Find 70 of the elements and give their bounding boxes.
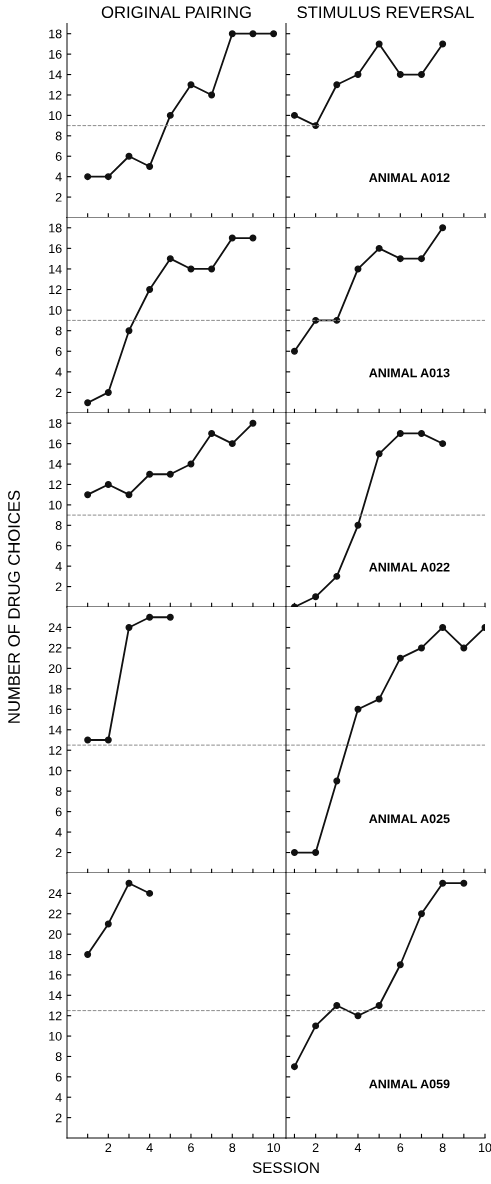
x-axis-title: SESSION xyxy=(252,1162,319,1174)
annotation: ANIMAL A022 xyxy=(369,562,450,572)
y-tick-label: 12 xyxy=(49,1011,62,1021)
y-tick-label: 10 xyxy=(49,111,62,121)
x-tick-label: 2 xyxy=(105,1143,112,1152)
y-tick-label: 4 xyxy=(55,367,62,377)
y-tick-label: 10 xyxy=(49,1031,62,1041)
y-tick-label: 4 xyxy=(55,562,62,571)
y-tick-label: 18 xyxy=(49,29,62,39)
x-tick-label: 6 xyxy=(188,1143,194,1153)
x-tick-label: 10 xyxy=(479,1143,491,1153)
y-tick-label: 4 xyxy=(55,828,62,837)
y-tick-label: 12 xyxy=(49,480,62,489)
y-axis-title: NUMBER OF DRUG CHOICES xyxy=(8,490,20,723)
y-tick-label: 14 xyxy=(49,459,62,469)
annotation: ANIMAL A025 xyxy=(369,814,450,824)
y-tick-label: 2 xyxy=(55,388,62,397)
y-tick-label: 22 xyxy=(48,643,62,653)
y-tick-label: 20 xyxy=(48,664,62,674)
annotation: ANIMAL A059 xyxy=(369,1079,450,1089)
x-tick-label: 4 xyxy=(146,1143,153,1152)
y-tick-label: 2 xyxy=(55,582,62,592)
x-tick-label: 4 xyxy=(354,1143,362,1152)
y-tick-label: 6 xyxy=(55,347,62,356)
y-tick-label: 16 xyxy=(49,439,62,449)
y-tick-label: 14 xyxy=(49,991,62,1000)
y-tick-label: 24 xyxy=(48,623,62,632)
y-tick-label: 16 xyxy=(49,970,62,980)
y-tick-label: 12 xyxy=(49,285,62,295)
y-tick-label: 8 xyxy=(55,1052,62,1062)
x-tick-label: 8 xyxy=(439,1143,446,1153)
annotation: ANIMAL A013 xyxy=(369,368,450,378)
y-tick-label: 16 xyxy=(49,705,62,714)
y-tick-label: 4 xyxy=(55,1093,62,1102)
y-tick-label: 10 xyxy=(49,500,62,510)
y-tick-label: 4 xyxy=(55,172,62,182)
x-tick-label: 2 xyxy=(312,1143,319,1152)
y-tick-label: 8 xyxy=(55,786,62,796)
y-tick-label: 2 xyxy=(55,1113,62,1123)
x-tick-label: 8 xyxy=(229,1143,236,1153)
y-tick-label: 8 xyxy=(55,326,62,336)
y-tick-label: 18 xyxy=(49,419,62,428)
y-tick-label: 6 xyxy=(55,541,62,551)
y-tick-label: 24 xyxy=(48,889,62,898)
x-tick-label: 6 xyxy=(397,1143,404,1153)
y-tick-label: 6 xyxy=(55,1072,62,1082)
x-tick-label: 10 xyxy=(267,1143,281,1153)
y-tick-label: 10 xyxy=(49,305,62,315)
chart-title: ORIGINAL PAIRING xyxy=(101,6,251,19)
y-tick-label: 12 xyxy=(49,90,62,100)
y-tick-label: 14 xyxy=(49,725,62,735)
y-tick-label: 2 xyxy=(55,192,62,202)
y-tick-label: 22 xyxy=(48,909,62,919)
y-tick-label: 12 xyxy=(49,746,62,755)
y-tick-label: 2 xyxy=(55,848,62,858)
y-tick-label: 6 xyxy=(55,152,62,161)
y-tick-label: 14 xyxy=(49,264,62,274)
y-tick-label: 20 xyxy=(48,929,62,939)
y-tick-label: 10 xyxy=(49,766,62,776)
annotation: ANIMAL A012 xyxy=(369,173,450,183)
y-tick-label: 8 xyxy=(55,131,62,141)
y-tick-label: 14 xyxy=(49,70,62,80)
y-tick-label: 18 xyxy=(49,223,62,233)
y-tick-label: 16 xyxy=(49,49,62,59)
y-tick-label: 16 xyxy=(49,244,62,254)
y-tick-label: 18 xyxy=(49,950,62,960)
y-tick-label: 8 xyxy=(55,521,62,530)
y-tick-label: 18 xyxy=(49,684,62,694)
chart-title: STIMULUS REVERSAL xyxy=(297,6,474,19)
y-tick-label: 6 xyxy=(55,807,62,817)
